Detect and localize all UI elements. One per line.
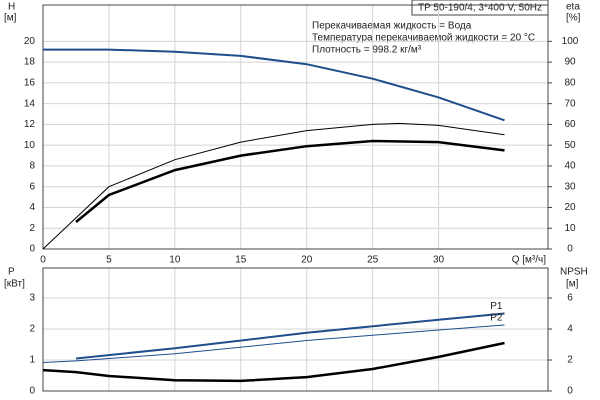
- y2-tick-label: 60: [564, 119, 576, 130]
- y-tick-label: 2: [29, 324, 35, 335]
- y-tick-label: 20: [24, 36, 36, 47]
- y2-tick-label: 40: [564, 161, 576, 172]
- curve: [43, 48, 505, 122]
- y2-tick-label: 4: [567, 324, 573, 335]
- y-unit: [кВт]: [4, 279, 25, 290]
- plot-frame: [42, 4, 549, 250]
- x-tick-label: 15: [235, 255, 247, 266]
- y-tick-label: 0: [29, 244, 35, 255]
- y2-tick-label: 90: [564, 57, 576, 68]
- y2-label: eta: [566, 2, 580, 13]
- y-tick-label: 16: [24, 78, 36, 89]
- y-label: H: [8, 2, 15, 13]
- y-tick-label: 4: [29, 202, 35, 213]
- x-tick-label: 0: [40, 255, 46, 266]
- annotation: Температура перекачиваемой жидкости = 20…: [312, 33, 535, 44]
- y2-unit: [%]: [566, 13, 581, 24]
- y-tick-label: 6: [29, 181, 35, 192]
- y2-label: NPSH: [560, 267, 588, 278]
- y-tick-label: 12: [24, 119, 36, 130]
- y2-tick-label: 70: [564, 98, 576, 109]
- y-tick-label: 18: [24, 57, 36, 68]
- chart-title: TP 50-190/4, 3*400 V, 50Hz: [418, 3, 542, 14]
- y2-tick-label: 30: [564, 181, 576, 192]
- y2-tick-label: 100: [562, 36, 579, 47]
- curve: [42, 324, 505, 363]
- y2-tick-label: 10: [564, 223, 576, 234]
- x-tick-label: 30: [433, 255, 445, 266]
- y-tick-label: 8: [29, 161, 35, 172]
- y-label: P: [8, 267, 15, 278]
- y2-tick-label: 6: [567, 293, 573, 304]
- curve: [42, 341, 505, 383]
- y2-unit: [м]: [566, 279, 579, 290]
- x-label: Q [м³/ч]: [512, 255, 547, 266]
- annotation: Плотность = 998.2 кг/м³: [312, 45, 422, 56]
- series-label: P1: [490, 301, 503, 312]
- curve: [75, 312, 505, 360]
- series-label: P2: [490, 313, 503, 324]
- y-tick-label: 2: [29, 223, 35, 234]
- y2-tick-label: 0: [567, 386, 573, 397]
- y2-tick-label: 2: [567, 355, 573, 366]
- y2-tick-label: 0: [567, 244, 573, 255]
- y-tick-label: 3: [29, 293, 35, 304]
- y2-tick-label: 50: [564, 140, 576, 151]
- plot-frame: [42, 267, 549, 392]
- y-unit: [м]: [4, 13, 17, 24]
- x-tick-label: 20: [301, 255, 313, 266]
- y2-tick-label: 80: [564, 78, 576, 89]
- curve: [42, 122, 505, 250]
- y-tick-label: 0: [29, 386, 35, 397]
- y2-tick-label: 20: [564, 202, 576, 213]
- curve: [75, 139, 505, 223]
- x-tick-label: 25: [367, 255, 379, 266]
- x-tick-label: 5: [106, 255, 112, 266]
- y-tick-label: 10: [24, 140, 36, 151]
- y-tick-label: 14: [24, 98, 36, 109]
- x-tick-label: 10: [169, 255, 181, 266]
- y-tick-label: 1: [29, 355, 35, 366]
- annotation: Перекачиваемая жидкость = Вода: [312, 21, 472, 32]
